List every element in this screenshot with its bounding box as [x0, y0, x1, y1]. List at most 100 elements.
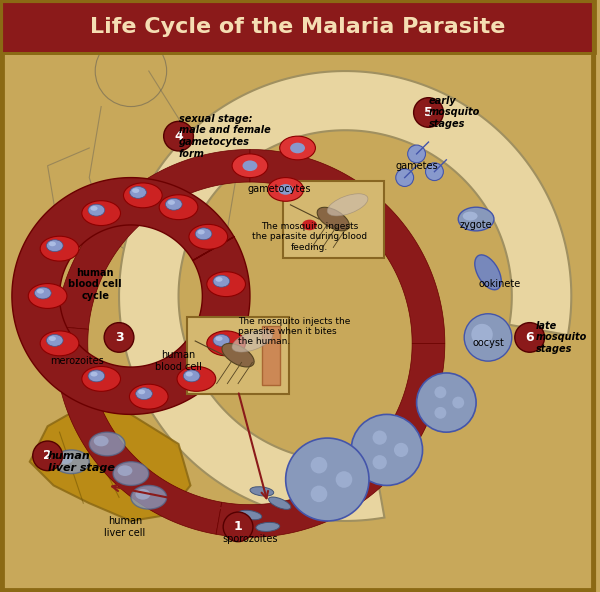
Ellipse shape [475, 255, 501, 289]
Ellipse shape [268, 178, 304, 201]
Circle shape [413, 98, 443, 127]
Ellipse shape [82, 201, 121, 226]
Ellipse shape [49, 336, 56, 341]
Ellipse shape [207, 331, 245, 356]
Text: 4: 4 [174, 130, 183, 143]
Ellipse shape [46, 240, 63, 252]
Text: human
blood cell: human blood cell [155, 350, 202, 372]
Text: 5: 5 [424, 106, 433, 119]
Text: 6: 6 [526, 331, 534, 344]
Ellipse shape [118, 465, 133, 476]
Circle shape [33, 441, 62, 471]
Ellipse shape [463, 212, 478, 221]
Ellipse shape [183, 370, 200, 382]
Ellipse shape [195, 228, 212, 240]
Ellipse shape [317, 207, 349, 231]
Text: sporozoites: sporozoites [222, 534, 278, 543]
Circle shape [434, 407, 446, 419]
Ellipse shape [458, 207, 494, 231]
Ellipse shape [159, 195, 198, 220]
Text: 1: 1 [233, 520, 242, 533]
Ellipse shape [280, 136, 316, 160]
Text: 2: 2 [43, 449, 52, 462]
Ellipse shape [138, 390, 145, 394]
Circle shape [104, 323, 134, 352]
Ellipse shape [40, 236, 79, 261]
Ellipse shape [132, 188, 139, 193]
Ellipse shape [88, 370, 105, 382]
Ellipse shape [250, 487, 274, 496]
Ellipse shape [232, 330, 272, 352]
Ellipse shape [37, 289, 44, 294]
Ellipse shape [130, 186, 146, 198]
Ellipse shape [257, 520, 278, 533]
Circle shape [425, 163, 443, 181]
Circle shape [286, 438, 369, 521]
Ellipse shape [89, 432, 125, 456]
Circle shape [396, 169, 413, 186]
Text: late
mosquito
stages: late mosquito stages [536, 321, 587, 354]
Ellipse shape [215, 336, 223, 341]
Ellipse shape [130, 384, 168, 409]
Ellipse shape [124, 183, 162, 208]
Ellipse shape [35, 287, 51, 299]
Ellipse shape [166, 198, 182, 210]
Polygon shape [12, 178, 250, 414]
Ellipse shape [58, 453, 73, 464]
FancyBboxPatch shape [262, 326, 280, 385]
Text: human
liver stage: human liver stage [47, 451, 115, 472]
Circle shape [407, 145, 425, 163]
Circle shape [164, 121, 193, 151]
Text: oocyst: oocyst [472, 339, 504, 348]
Ellipse shape [232, 154, 268, 178]
Ellipse shape [207, 272, 245, 297]
Polygon shape [55, 326, 222, 535]
Text: Life Cycle of the Malaria Parasite: Life Cycle of the Malaria Parasite [90, 17, 505, 37]
Ellipse shape [327, 194, 368, 216]
Polygon shape [119, 71, 571, 521]
Circle shape [351, 414, 422, 485]
Ellipse shape [88, 204, 105, 216]
Circle shape [472, 324, 493, 345]
Ellipse shape [278, 184, 293, 195]
Circle shape [311, 457, 328, 474]
FancyBboxPatch shape [187, 317, 289, 394]
FancyBboxPatch shape [283, 181, 384, 258]
Circle shape [416, 373, 476, 432]
Circle shape [394, 443, 408, 457]
Circle shape [335, 471, 352, 488]
Ellipse shape [131, 485, 167, 509]
Text: gametes: gametes [395, 161, 438, 170]
Circle shape [464, 314, 512, 361]
Ellipse shape [197, 230, 205, 234]
Text: gametocytes: gametocytes [248, 185, 311, 194]
Ellipse shape [290, 143, 305, 153]
Ellipse shape [168, 200, 175, 205]
Ellipse shape [222, 343, 254, 367]
Circle shape [373, 430, 387, 445]
Ellipse shape [213, 275, 230, 287]
Text: merozoites: merozoites [50, 356, 104, 366]
Ellipse shape [242, 160, 257, 171]
Ellipse shape [91, 372, 98, 377]
Text: human
liver cell: human liver cell [104, 516, 146, 538]
Ellipse shape [40, 331, 79, 356]
FancyBboxPatch shape [0, 0, 595, 53]
Ellipse shape [49, 242, 56, 246]
Circle shape [515, 323, 545, 352]
Text: 3: 3 [115, 331, 124, 344]
Polygon shape [30, 403, 190, 521]
Ellipse shape [302, 220, 317, 230]
Polygon shape [216, 343, 445, 537]
Ellipse shape [46, 334, 63, 346]
Ellipse shape [215, 277, 223, 282]
Ellipse shape [53, 450, 89, 474]
Polygon shape [250, 150, 445, 343]
Circle shape [223, 512, 253, 542]
Ellipse shape [268, 498, 292, 509]
Polygon shape [56, 150, 250, 329]
Ellipse shape [91, 206, 98, 211]
Ellipse shape [28, 284, 67, 308]
Ellipse shape [136, 388, 152, 400]
Circle shape [373, 455, 387, 469]
